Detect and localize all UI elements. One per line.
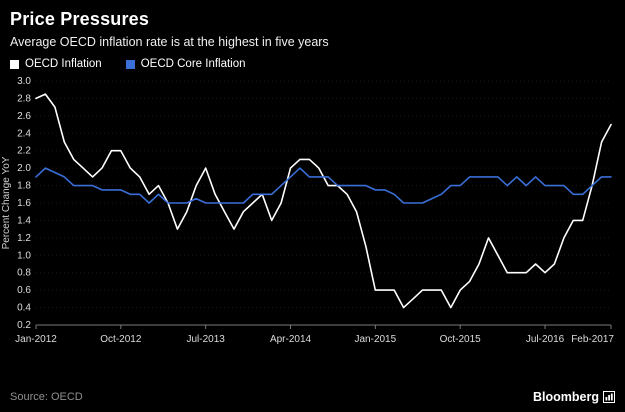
x-tick-label: Oct-2012 bbox=[100, 334, 142, 345]
y-tick-label: 2.8 bbox=[17, 93, 31, 104]
bloomberg-logo: Bloomberg bbox=[533, 390, 615, 404]
y-tick-label: 1.2 bbox=[17, 233, 31, 244]
legend-swatch-blue bbox=[125, 59, 135, 69]
bloomberg-wordmark: Bloomberg bbox=[533, 390, 599, 404]
legend-item-oecd-core-inflation: OECD Core Inflation bbox=[125, 58, 246, 70]
y-tick-label: 1.6 bbox=[17, 198, 31, 209]
y-tick-label: 2.4 bbox=[17, 128, 31, 139]
y-tick-label: 2.6 bbox=[17, 111, 31, 122]
chart-footer: Source: OECD Bloomberg bbox=[0, 390, 625, 404]
x-tick-label: Jul-2016 bbox=[526, 334, 565, 345]
y-tick-label: 1.0 bbox=[17, 250, 31, 261]
y-tick-label: 1.8 bbox=[17, 181, 31, 192]
page-title: Price Pressures bbox=[10, 9, 150, 29]
y-tick-label: 1.4 bbox=[17, 215, 31, 226]
line-chart: 0.2 0.4 0.6 0.8 1.0 1.2 1.4 1.6 1.8 2.0 2.2 2.4 2.6 2… bbox=[1, 76, 614, 345]
y-tick-label: 2.0 bbox=[17, 163, 31, 174]
legend-swatch-white bbox=[10, 59, 19, 69]
y-tick-label: 2.2 bbox=[17, 146, 31, 157]
y-tick-label: 3.0 bbox=[17, 76, 31, 87]
x-tick-label: Jan-2015 bbox=[354, 334, 396, 345]
x-tick-label: Apr-2014 bbox=[270, 334, 312, 345]
y-tick-label: 0.8 bbox=[17, 268, 31, 279]
series-line-oecd-inflation bbox=[35, 93, 612, 309]
y-tick-label: 0.2 bbox=[17, 320, 31, 331]
plot-area: 0.2 0.4 0.6 0.8 1.0 1.2 1.4 1.6 1.8 2.0 2.2 2.4 2.6 2… bbox=[0, 73, 625, 353]
legend-label: OECD Inflation bbox=[25, 58, 102, 70]
y-tick-label: 0.6 bbox=[17, 285, 31, 296]
chart-legend: OECD Inflation OECD Core Inflation bbox=[0, 49, 625, 70]
series-line-oecd-core-inflation bbox=[35, 167, 612, 204]
x-tick-label: Jan-2012 bbox=[15, 334, 57, 345]
legend-item-oecd-inflation: OECD Inflation bbox=[10, 58, 102, 70]
x-tick-label: Feb-2017 bbox=[571, 334, 614, 345]
x-tick-label: Oct-2015 bbox=[440, 334, 482, 345]
y-axis-title: Percent Change YoY bbox=[1, 156, 12, 249]
x-tick-label: Jul-2013 bbox=[186, 334, 225, 345]
chart-header: Price Pressures Average OECD inflation r… bbox=[0, 0, 625, 49]
chart-subtitle: Average OECD inflation rate is at the hi… bbox=[10, 35, 329, 49]
legend-label: OECD Core Inflation bbox=[140, 58, 246, 70]
source-label: Source: OECD bbox=[10, 391, 83, 403]
bloomberg-terminal-icon bbox=[603, 391, 615, 403]
y-tick-label: 0.4 bbox=[17, 303, 31, 314]
